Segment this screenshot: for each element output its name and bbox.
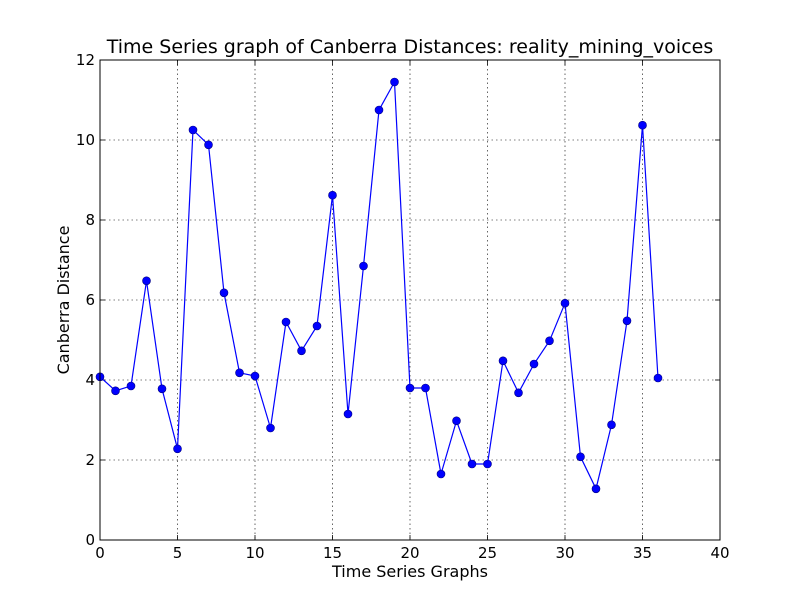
y-tick-labels: 0 2 4 6 8 10 12 bbox=[76, 51, 95, 549]
data-point bbox=[498, 356, 508, 366]
data-point bbox=[343, 409, 353, 419]
data-point bbox=[126, 381, 136, 391]
x-tick-label: 5 bbox=[173, 544, 183, 562]
data-point bbox=[328, 190, 337, 200]
series-line bbox=[99, 79, 659, 491]
data-point bbox=[297, 346, 306, 356]
chart-title: Time Series graph of Canberra Distances:… bbox=[106, 36, 713, 58]
y-tick-label: 0 bbox=[85, 531, 95, 549]
data-point bbox=[483, 459, 492, 469]
x-tick-labels: 0 5 10 15 20 25 30 35 40 bbox=[95, 544, 729, 562]
y-tick-label: 10 bbox=[76, 131, 95, 149]
x-tick-label: 30 bbox=[555, 544, 574, 562]
data-point bbox=[204, 140, 213, 150]
x-tick-label: 25 bbox=[478, 544, 497, 562]
data-point bbox=[359, 261, 368, 271]
data-point bbox=[235, 368, 244, 378]
data-point bbox=[560, 298, 570, 308]
data-point bbox=[638, 120, 647, 130]
x-tick-label: 15 bbox=[323, 544, 342, 562]
y-tick-label: 6 bbox=[85, 291, 95, 309]
data-point bbox=[622, 316, 632, 326]
y-tick-label: 2 bbox=[85, 451, 95, 469]
x-axis-label: Time Series Graphs bbox=[331, 562, 488, 581]
data-point bbox=[142, 276, 151, 286]
y-tick-label: 12 bbox=[76, 51, 95, 69]
data-point bbox=[219, 288, 229, 298]
x-tick-label: 35 bbox=[633, 544, 652, 562]
data-point bbox=[111, 386, 120, 396]
data-point bbox=[545, 336, 554, 346]
x-tick-label: 20 bbox=[400, 544, 419, 562]
data-point bbox=[390, 77, 399, 87]
x-tick-label: 40 bbox=[710, 544, 729, 562]
data-point bbox=[607, 420, 616, 430]
y-axis-label: Canberra Distance bbox=[54, 226, 73, 375]
data-point bbox=[312, 321, 322, 331]
data-point bbox=[576, 452, 585, 462]
x-tick-label: 0 bbox=[95, 544, 105, 562]
data-point bbox=[452, 416, 461, 426]
x-tick-label: 10 bbox=[245, 544, 264, 562]
y-tick-label: 8 bbox=[85, 211, 95, 229]
data-point bbox=[421, 383, 430, 393]
data-point bbox=[266, 423, 275, 433]
plot-frame bbox=[99, 59, 721, 541]
data-point bbox=[281, 317, 291, 327]
data-point bbox=[188, 125, 198, 135]
series bbox=[95, 77, 663, 494]
data-point bbox=[250, 371, 260, 381]
data-point bbox=[591, 484, 601, 494]
data-point bbox=[374, 105, 384, 115]
data-point bbox=[436, 469, 446, 479]
data-point bbox=[514, 388, 523, 398]
data-point bbox=[529, 359, 539, 369]
y-tick-label: 4 bbox=[85, 371, 95, 389]
data-point bbox=[653, 373, 663, 383]
data-point bbox=[405, 383, 415, 393]
data-point bbox=[173, 444, 182, 454]
data-point bbox=[157, 384, 167, 394]
data-point bbox=[467, 459, 477, 469]
